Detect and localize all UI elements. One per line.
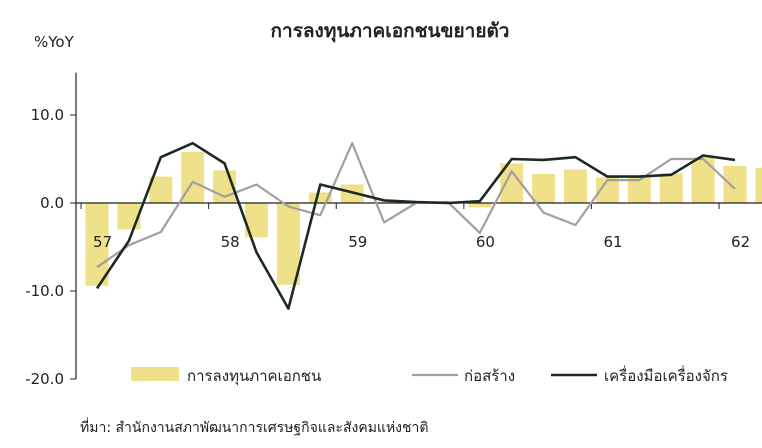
bar-private-investment bbox=[85, 203, 109, 286]
bar-private-investment bbox=[245, 203, 268, 238]
x-tick-label: 62 bbox=[731, 233, 750, 251]
y-tick-label: 0.0 bbox=[40, 194, 64, 212]
x-tick-label: 57 bbox=[93, 233, 112, 251]
bar-private-investment bbox=[564, 169, 587, 203]
legend: การลงทุนภาคเอกชน ก่อสร้าง เครื่องมือเครื่อ… bbox=[131, 365, 728, 386]
bar-private-investment bbox=[340, 184, 364, 203]
bar-private-investment bbox=[755, 167, 762, 203]
bar-series bbox=[85, 151, 762, 286]
line-machinery bbox=[95, 141, 736, 310]
bar-private-investment bbox=[308, 192, 332, 203]
y-tick-label: -10.0 bbox=[25, 282, 64, 300]
legend-label: การลงทุนภาคเอกชน bbox=[187, 367, 321, 386]
chart-title: การลงทุนภาคเอกชนขยายตัว bbox=[271, 20, 510, 43]
x-tick-label: 60 bbox=[476, 233, 495, 251]
bar-private-investment bbox=[468, 203, 492, 208]
x-axis-ticks: 57 58 59 60 61 62 bbox=[80, 203, 750, 251]
bar-private-investment bbox=[659, 173, 683, 203]
y-axis-unit-label: %YoY bbox=[34, 33, 75, 51]
x-tick-label: 58 bbox=[221, 233, 240, 251]
bar-private-investment bbox=[723, 166, 747, 203]
legend-swatch bbox=[131, 367, 179, 381]
line-series bbox=[95, 141, 736, 310]
bar-private-investment bbox=[276, 203, 300, 285]
legend-label: เครื่องมือเครื่องจักร bbox=[604, 365, 728, 385]
bar-private-investment bbox=[627, 176, 651, 203]
legend-item-private-investment: การลงทุนภาคเอกชน bbox=[131, 367, 321, 386]
bar-private-investment bbox=[595, 177, 619, 203]
bar-private-investment bbox=[500, 163, 524, 203]
x-tick-label: 59 bbox=[348, 233, 367, 251]
legend-label: ก่อสร้าง bbox=[464, 367, 515, 385]
y-tick-label: -20.0 bbox=[25, 370, 64, 388]
x-tick-label: 61 bbox=[603, 233, 622, 251]
y-axis-ticks: 10.0 0.0 -10.0 -20.0 bbox=[25, 106, 76, 388]
y-tick-label: 10.0 bbox=[31, 106, 64, 124]
bar-private-investment bbox=[691, 157, 715, 203]
bar-private-investment bbox=[532, 173, 556, 203]
bar-private-investment bbox=[149, 176, 173, 203]
source-note: ที่มา: สำนักงานสภาพัฒนาการเศรษฐกิจและสัง… bbox=[80, 418, 428, 436]
legend-item-machinery: เครื่องมือเครื่องจักร bbox=[551, 365, 728, 385]
legend-item-construction: ก่อสร้าง bbox=[412, 367, 515, 385]
